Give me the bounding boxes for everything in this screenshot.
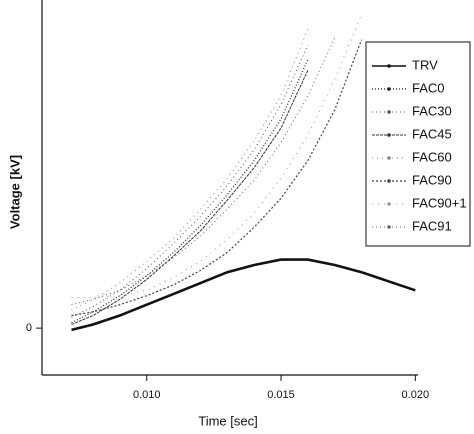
series-line bbox=[71, 44, 309, 318]
legend-marker bbox=[387, 110, 391, 114]
legend-marker bbox=[387, 156, 391, 160]
series-line bbox=[71, 28, 309, 311]
legend-box bbox=[365, 41, 471, 247]
x-tick-label: 0.010 bbox=[133, 389, 161, 401]
legend-label: FAC45 bbox=[412, 126, 452, 141]
series-line bbox=[71, 14, 363, 298]
legend-label: FAC0 bbox=[412, 80, 445, 95]
x-axis-label: Time [sec] bbox=[198, 413, 257, 428]
x-tick-label: 0.015 bbox=[267, 389, 295, 401]
x-tick-label: 0.020 bbox=[402, 389, 430, 401]
legend-marker bbox=[387, 202, 391, 206]
series-line bbox=[71, 258, 416, 332]
legend-label: FAC90+1 bbox=[412, 195, 467, 210]
legend: TRV FAC0 FAC30 FAC45 FAC60 FAC90 FAC90+1 FAC91 bbox=[365, 41, 471, 247]
y-tick-label: 0 bbox=[26, 322, 32, 334]
legend-label: FAC91 bbox=[412, 218, 452, 233]
legend-label: TRV bbox=[412, 57, 438, 72]
y-axis-label: Voltage [kV] bbox=[7, 155, 22, 229]
legend-marker bbox=[387, 87, 391, 91]
series-line bbox=[71, 39, 363, 317]
legend-marker bbox=[387, 64, 391, 68]
legend-marker bbox=[387, 133, 391, 137]
legend-marker bbox=[387, 225, 391, 229]
series-line bbox=[71, 70, 309, 325]
legend-marker bbox=[387, 179, 391, 183]
series-line bbox=[71, 37, 336, 306]
series-line bbox=[71, 59, 309, 324]
legend-label: FAC90 bbox=[412, 172, 452, 187]
legend-label: FAC30 bbox=[412, 103, 452, 118]
legend-label: FAC60 bbox=[412, 149, 452, 164]
